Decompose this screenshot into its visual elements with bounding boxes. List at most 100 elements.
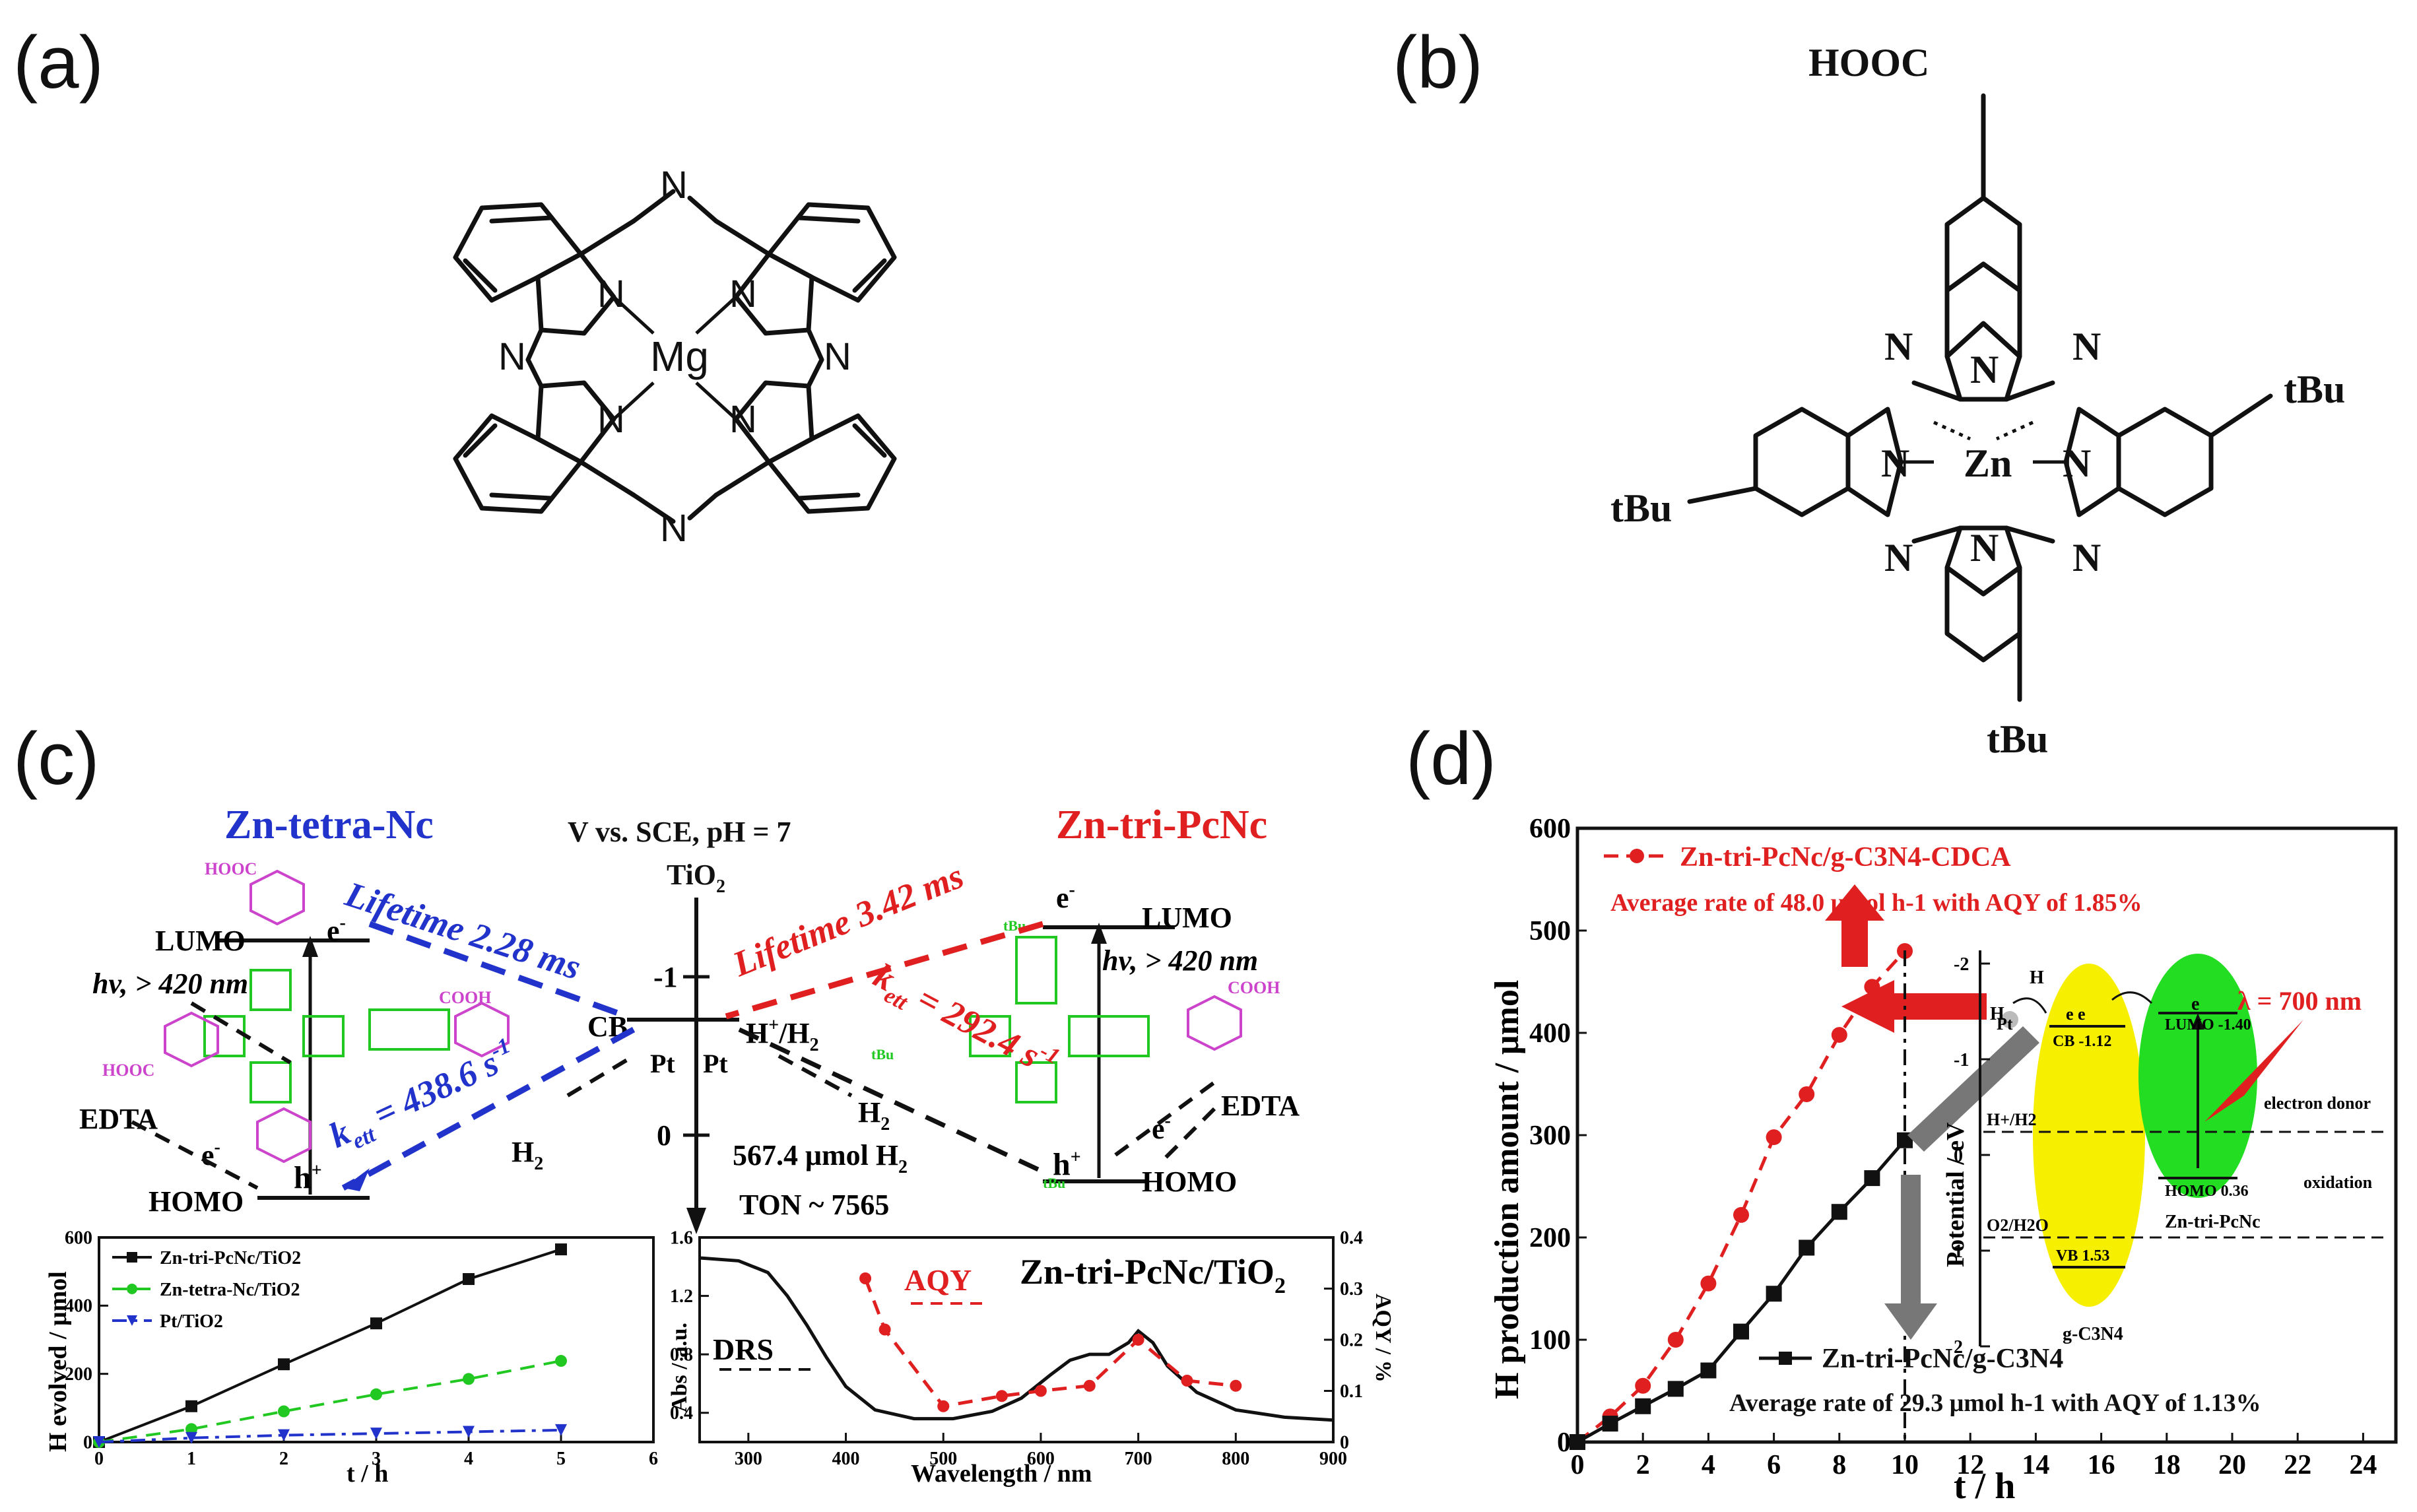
inset-tick-label: -1 — [1954, 1050, 1969, 1070]
x-tick-label: 2 — [1636, 1450, 1650, 1480]
atom-n-tl: N — [597, 273, 625, 315]
pt-left: Pt — [650, 1049, 675, 1078]
right-lumo-electron: e- — [1056, 880, 1075, 914]
left-cooh: COOH — [439, 988, 491, 1007]
data-point — [1602, 1416, 1618, 1432]
atom-n-bl: N — [597, 398, 625, 441]
cr-aqy-label: AQY — [904, 1263, 972, 1297]
legend-marker — [127, 1315, 137, 1326]
data-point — [555, 1424, 567, 1436]
x-tick-label: 8 — [1832, 1450, 1846, 1480]
y-right-tick-label: 0.4 — [1340, 1228, 1363, 1248]
x-tick-label: 14 — [2022, 1450, 2049, 1480]
data-point — [1766, 1129, 1782, 1146]
atom-hooc: HOOC — [1808, 41, 1929, 84]
left-recombination-arrow — [341, 1027, 636, 1191]
y-tick-label: 600 — [1529, 814, 1571, 844]
atom-zn: Zn — [1964, 442, 2012, 485]
d-legend-black: Zn-tri-PcNc/g-C3N4 — [1822, 1344, 2063, 1374]
y-tick-label: 500 — [1529, 916, 1571, 946]
chart-h2-production: 0 2 4 6 8 10 12 14 16 18 20 22 240100200300400500600… — [1488, 814, 2398, 1507]
y-tick-label: 1.6 — [670, 1228, 693, 1248]
data-point — [463, 1426, 475, 1438]
atom-n-bottom: N — [660, 507, 688, 550]
data-point — [1831, 1204, 1847, 1220]
inset-oxidation: oxidation — [2303, 1173, 2373, 1192]
data-point — [370, 1428, 382, 1440]
h2-right: H2 — [858, 1096, 890, 1134]
inset-homo: HOMO 0.36 — [2165, 1183, 2249, 1200]
right-dye-sketch — [969, 936, 1150, 1103]
y-tick-label: 300 — [1529, 1121, 1571, 1151]
left-injection-arrow — [368, 921, 628, 1020]
x-tick-label: 900 — [1319, 1449, 1347, 1469]
y-right-tick-label: 0 — [1340, 1432, 1349, 1453]
kett-right-label: kett = 292.4 s-1 — [865, 954, 1064, 1090]
right-hv-label: hv, > 420 nm — [1102, 944, 1258, 977]
legend-entry: Pt/TiO2 — [160, 1311, 223, 1332]
data-point — [1831, 1027, 1847, 1043]
atom-n-tr: N — [2072, 325, 2101, 368]
left-lumo-label: LUMO — [155, 925, 246, 957]
data-point — [185, 1431, 197, 1444]
y-tick-label: 0.8 — [670, 1344, 693, 1365]
data-point — [1132, 1334, 1144, 1346]
inset-ylabel: Potential / eV — [1942, 1122, 1970, 1267]
h2-left: H2 — [512, 1136, 543, 1174]
x-tick-label: 0 — [94, 1449, 104, 1469]
x-tick-label: 24 — [2349, 1450, 2377, 1480]
panel-label-a: (a) — [13, 21, 104, 104]
x-tick-label: 400 — [832, 1449, 860, 1469]
y-tick-label: 1.2 — [670, 1286, 693, 1307]
x-tick-label: 300 — [735, 1449, 762, 1469]
atom-n-top: N — [660, 164, 688, 207]
y-tick-label: 200 — [1529, 1223, 1571, 1253]
data-point — [1799, 1086, 1815, 1102]
inset-pt: Pt — [1997, 1014, 2013, 1034]
series-line-1 — [863, 1278, 1236, 1408]
y-tick-label: 0 — [83, 1432, 92, 1453]
inset-h2: H — [1990, 1004, 2004, 1024]
scheme-left-title: Zn-tetra-Nc — [224, 803, 434, 847]
right-tbu-left: tBu — [871, 1046, 894, 1063]
inset-donor: electron donor — [2264, 1094, 2371, 1113]
panel-label-b: (b) — [1393, 21, 1483, 104]
legend-marker — [127, 1284, 137, 1294]
inset-lumo: LUMO -1.40 — [2165, 1016, 2251, 1034]
atom-mg: Mg — [650, 333, 709, 380]
atom-tbu-bottom: tBu — [1987, 717, 2048, 761]
data-point — [185, 1400, 197, 1412]
inset-tick-label: 1 — [1954, 1241, 1963, 1262]
panel-c-scheme: Zn-tetra-Nc Zn-tri-PcNc V vs. SCE, pH = … — [79, 803, 1300, 1234]
data-point — [1864, 1170, 1880, 1187]
x-tick-label: 0 — [1571, 1450, 1585, 1480]
left-hv-label: hv, > 420 nm — [92, 968, 248, 1000]
cr-drs-label: DRS — [713, 1332, 774, 1366]
data-point — [1230, 1379, 1242, 1392]
data-point — [370, 1317, 382, 1330]
scheme-tio2: TiO2 — [667, 859, 725, 897]
x-tick-label: 12 — [1956, 1450, 1984, 1480]
x-tick-label: 18 — [2153, 1450, 2181, 1480]
data-point — [1766, 1286, 1782, 1302]
cr-ylabel-right: AQY / % — [1371, 1294, 1395, 1383]
right-edta-label: EDTA — [1221, 1090, 1300, 1122]
x-tick-label: 16 — [2088, 1450, 2115, 1480]
lifetime-right-label: Lifetime 3.42 ms — [727, 856, 969, 985]
x-tick-label: 20 — [2218, 1450, 2246, 1480]
data-point — [555, 1243, 567, 1256]
data-point — [937, 1400, 950, 1412]
x-tick-label: 700 — [1125, 1449, 1152, 1469]
x-tick-label: 1 — [187, 1449, 196, 1469]
right-lumo-label: LUMO — [1142, 902, 1232, 934]
x-tick-label: 4 — [1702, 1450, 1715, 1480]
axis-tick-0: 0 — [657, 1119, 671, 1152]
atom-tbu-right: tBu — [2284, 368, 2345, 411]
d-inset-energy-diagram: -2 -1 0 1 2 Potential / eV H H Pt e e CB -1.… — [1942, 950, 2389, 1358]
inset-tick-label: -2 — [1954, 954, 1969, 975]
legend-entry: Zn-tetra-Nc/TiO2 — [160, 1280, 300, 1300]
data-point — [463, 1273, 475, 1286]
data-point — [370, 1388, 382, 1400]
data-point — [1799, 1239, 1815, 1256]
